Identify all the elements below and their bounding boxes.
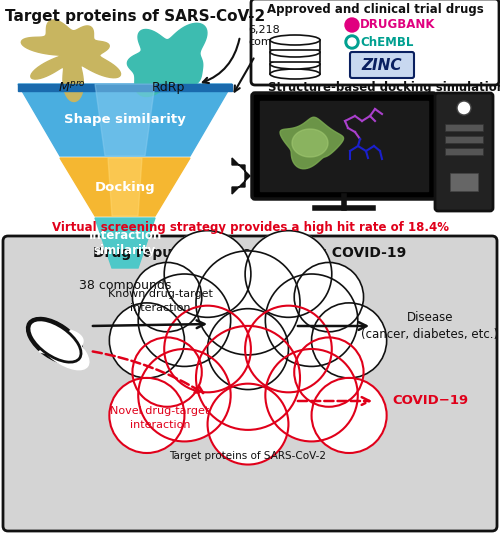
Bar: [270, 52, 320, 62]
Text: 6,218
compounds: 6,218 compounds: [248, 25, 312, 47]
Bar: [450, 173, 478, 191]
Circle shape: [196, 251, 300, 355]
Text: Interaction
similarity: Interaction similarity: [88, 229, 162, 257]
Polygon shape: [18, 84, 232, 91]
Text: DRUGBANK: DRUGBANK: [360, 19, 436, 32]
Polygon shape: [128, 23, 207, 96]
FancyBboxPatch shape: [251, 0, 499, 85]
Text: Novel drug-target
interaction: Novel drug-target interaction: [110, 406, 210, 429]
Ellipse shape: [30, 321, 80, 361]
Circle shape: [208, 309, 288, 390]
Text: Shape similarity: Shape similarity: [64, 114, 186, 126]
Polygon shape: [18, 84, 232, 156]
Text: Docking: Docking: [94, 181, 156, 193]
Circle shape: [196, 326, 300, 430]
Circle shape: [138, 349, 230, 442]
Circle shape: [164, 306, 251, 392]
Text: Disease
(cancer, diabetes, etc.): Disease (cancer, diabetes, etc.): [362, 311, 498, 341]
Circle shape: [348, 38, 356, 46]
Polygon shape: [22, 20, 120, 101]
Bar: [445, 136, 483, 143]
Ellipse shape: [270, 35, 320, 45]
Circle shape: [132, 263, 202, 332]
Text: COVID−19: COVID−19: [392, 394, 468, 407]
Circle shape: [312, 378, 386, 453]
Ellipse shape: [37, 329, 89, 370]
Text: Target proteins of SARS-CoV-2: Target proteins of SARS-CoV-2: [5, 9, 265, 24]
Circle shape: [345, 18, 359, 32]
Polygon shape: [108, 158, 142, 216]
Text: $M^{pro}$: $M^{pro}$: [58, 81, 86, 95]
Circle shape: [138, 274, 230, 367]
Bar: [260, 101, 428, 191]
Ellipse shape: [28, 319, 82, 363]
FancyBboxPatch shape: [350, 52, 414, 78]
Text: Approved and clinical trial drugs: Approved and clinical trial drugs: [266, 3, 484, 16]
Bar: [445, 124, 483, 131]
Text: Drug repurposing for treating COVID-19: Drug repurposing for treating COVID-19: [94, 246, 406, 260]
Polygon shape: [95, 84, 155, 156]
Circle shape: [245, 306, 332, 392]
Bar: [270, 64, 320, 74]
Text: Structure-based docking simulations: Structure-based docking simulations: [268, 81, 500, 94]
Circle shape: [312, 303, 386, 378]
Polygon shape: [95, 218, 155, 268]
Circle shape: [110, 378, 184, 453]
FancyArrow shape: [232, 158, 250, 194]
Ellipse shape: [29, 320, 81, 362]
Circle shape: [110, 303, 184, 378]
Circle shape: [245, 230, 332, 317]
Ellipse shape: [270, 69, 320, 79]
Text: Virtual screening strategy provides a high hit rate of 18.4%: Virtual screening strategy provides a hi…: [52, 221, 448, 235]
Ellipse shape: [26, 317, 84, 364]
Polygon shape: [292, 129, 328, 157]
FancyBboxPatch shape: [3, 236, 497, 531]
Circle shape: [294, 338, 364, 407]
FancyBboxPatch shape: [435, 93, 493, 211]
Ellipse shape: [270, 47, 320, 57]
Circle shape: [457, 101, 471, 115]
Text: 38 compounds: 38 compounds: [79, 279, 171, 293]
Circle shape: [266, 274, 358, 367]
Text: ZINC: ZINC: [362, 57, 403, 72]
Ellipse shape: [270, 59, 320, 69]
FancyBboxPatch shape: [252, 93, 436, 199]
Polygon shape: [60, 158, 190, 216]
Circle shape: [132, 338, 202, 407]
Circle shape: [164, 230, 251, 317]
Text: Target proteins of SARS-CoV-2: Target proteins of SARS-CoV-2: [170, 451, 326, 461]
Circle shape: [266, 349, 358, 442]
Circle shape: [294, 263, 364, 332]
Text: ChEMBL: ChEMBL: [360, 35, 414, 48]
Polygon shape: [39, 330, 83, 354]
Text: Known drug-target
interaction: Known drug-target interaction: [108, 289, 212, 312]
Polygon shape: [280, 117, 344, 169]
Bar: [270, 40, 320, 50]
Text: RdRp: RdRp: [152, 81, 184, 94]
Circle shape: [208, 384, 288, 465]
Circle shape: [345, 35, 359, 49]
Bar: [445, 148, 483, 155]
